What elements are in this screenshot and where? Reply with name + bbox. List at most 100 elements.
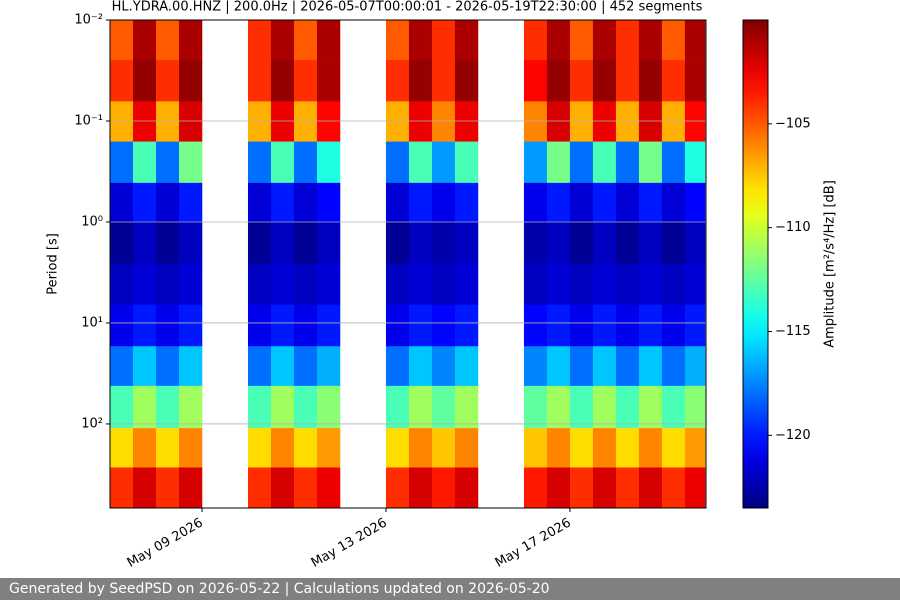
heatmap-cell: [684, 101, 706, 142]
heatmap-cell: [546, 141, 571, 184]
heatmap-cell: [546, 101, 571, 142]
heatmap-cell: [569, 263, 594, 306]
heatmap-cell: [247, 467, 272, 509]
heatmap-cell: [661, 182, 686, 223]
colorbar: [742, 19, 769, 509]
heatmap-cell: [431, 263, 456, 306]
heatmap-cell: [270, 428, 295, 468]
heatmap-cell: [385, 141, 410, 184]
heatmap-cell: [684, 60, 706, 102]
heatmap-cell: [293, 346, 318, 387]
heatmap-cell: [110, 101, 134, 142]
heatmap-cell: [546, 304, 571, 347]
heatmap-cell: [638, 20, 663, 61]
heatmap-cell: [454, 60, 479, 102]
heatmap-cell: [155, 428, 180, 468]
heatmap-cell: [293, 60, 318, 102]
heatmap-cell: [592, 304, 617, 347]
heatmap-cell: [132, 263, 157, 306]
heatmap-cell: [431, 428, 456, 468]
heatmap: [110, 20, 706, 509]
heatmap-cell: [270, 467, 295, 509]
heatmap-cell: [638, 304, 663, 347]
heatmap-cell: [270, 263, 295, 306]
heatmap-cell: [454, 101, 479, 142]
heatmap-cell: [247, 101, 272, 142]
heatmap-cell: [155, 20, 180, 61]
heatmap-cell: [615, 428, 640, 468]
heatmap-cell: [316, 428, 341, 468]
heatmap-cell: [523, 346, 548, 387]
heatmap-cell: [408, 346, 433, 387]
heatmap-cell: [408, 141, 433, 184]
heatmap-cell: [178, 101, 203, 142]
heatmap-cell: [178, 304, 203, 347]
heatmap-cell: [408, 101, 433, 142]
heatmap-cell: [546, 428, 571, 468]
heatmap-cell: [454, 385, 479, 429]
heatmap-cell: [270, 101, 295, 142]
heatmap-cell: [316, 467, 341, 509]
heatmap-cell: [546, 467, 571, 509]
heatmap-cell: [132, 101, 157, 142]
heatmap-cell: [523, 221, 548, 265]
heatmap-cell: [178, 141, 203, 184]
heatmap-cell: [569, 304, 594, 347]
heatmap-cell: [247, 221, 272, 265]
heatmap-cell: [316, 221, 341, 265]
heatmap-cell: [247, 428, 272, 468]
heatmap-cell: [546, 346, 571, 387]
heatmap-cell: [661, 467, 686, 509]
heatmap-cell: [178, 346, 203, 387]
heatmap-cell: [684, 385, 706, 429]
heatmap-cell: [592, 385, 617, 429]
heatmap-cell: [155, 304, 180, 347]
heatmap-cell: [293, 141, 318, 184]
heatmap-cell: [270, 60, 295, 102]
colorbar-tick-label: −105: [775, 116, 811, 131]
heatmap-cell: [385, 60, 410, 102]
heatmap-cell: [110, 263, 134, 306]
heatmap-cell: [523, 263, 548, 306]
heatmap-cell: [569, 182, 594, 223]
heatmap-cell: [592, 346, 617, 387]
heatmap-cell: [247, 60, 272, 102]
heatmap-cell: [454, 428, 479, 468]
y-tick-label: 10⁻²: [74, 13, 103, 28]
heatmap-cell: [110, 346, 134, 387]
y-tick-label: 10⁻¹: [74, 113, 103, 128]
heatmap-cell: [155, 60, 180, 102]
heatmap-cell: [546, 182, 571, 223]
heatmap-cell: [408, 304, 433, 347]
heatmap-cell: [638, 428, 663, 468]
heatmap-cell: [661, 20, 686, 61]
heatmap-cell: [661, 141, 686, 184]
heatmap-cell: [155, 101, 180, 142]
heatmap-cell: [569, 20, 594, 61]
heatmap-cell: [408, 182, 433, 223]
heatmap-cell: [155, 182, 180, 223]
heatmap-cell: [615, 101, 640, 142]
heatmap-cell: [247, 182, 272, 223]
heatmap-cell: [661, 60, 686, 102]
heatmap-cell: [546, 385, 571, 429]
heatmap-cell: [316, 182, 341, 223]
heatmap-cell: [132, 221, 157, 265]
heatmap-cell: [638, 385, 663, 429]
heatmap-cell: [110, 385, 134, 429]
heatmap-cell: [293, 20, 318, 61]
heatmap-cell: [110, 141, 134, 184]
heatmap-cell: [316, 20, 341, 61]
heatmap-cell: [247, 346, 272, 387]
heatmap-cell: [247, 141, 272, 184]
heatmap-cell: [569, 141, 594, 184]
heatmap-cell: [523, 60, 548, 102]
heatmap-cell: [661, 263, 686, 306]
heatmap-cell: [431, 385, 456, 429]
heatmap-cell: [684, 467, 706, 509]
heatmap-cell: [546, 221, 571, 265]
heatmap-cell: [592, 263, 617, 306]
heatmap-cell: [155, 467, 180, 509]
heatmap-cell: [132, 346, 157, 387]
